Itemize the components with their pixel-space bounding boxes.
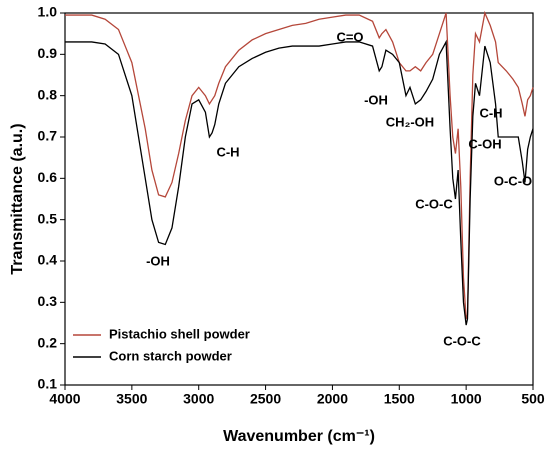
line-series <box>65 10 534 320</box>
annotation: C-O-C <box>415 196 453 211</box>
y-tick-label: 0.4 <box>38 252 58 268</box>
y-tick-label: 0.1 <box>38 376 58 392</box>
annotation: C-O-C <box>443 333 481 348</box>
y-tick-label: 1.0 <box>38 4 58 20</box>
annotation: O-C-O <box>494 173 532 188</box>
x-tick-label: 500 <box>521 391 545 407</box>
legend-label: Pistachio shell powder <box>109 326 250 341</box>
annotation: -OH <box>146 253 170 268</box>
y-tick-label: 0.8 <box>38 86 58 102</box>
x-tick-label: 2500 <box>250 391 281 407</box>
y-tick-label: 0.3 <box>38 293 58 309</box>
y-tick-label: 0.5 <box>38 210 58 226</box>
legend-label: Corn starch powder <box>109 348 232 363</box>
x-axis-title: Wavenumber (cm⁻¹) <box>223 428 375 445</box>
x-tick-label: 4000 <box>49 391 80 407</box>
x-tick-label: 1000 <box>451 391 482 407</box>
annotation: C=O <box>336 29 363 44</box>
x-tick-label: 2000 <box>317 391 348 407</box>
y-tick-label: 0.7 <box>38 128 58 144</box>
line-series <box>65 39 534 326</box>
annotation: CH₂-OH <box>386 114 434 129</box>
y-tick-label: 0.2 <box>38 334 58 350</box>
x-tick-label: 3500 <box>116 391 147 407</box>
annotation: C-H <box>479 105 502 120</box>
annotation: C-OH <box>468 136 501 151</box>
x-tick-label: 1500 <box>384 391 415 407</box>
y-axis-title: Transmittance (a.u.) <box>9 123 26 274</box>
x-tick-label: 3000 <box>183 391 214 407</box>
y-tick-label: 0.9 <box>38 45 58 61</box>
annotation: -OH <box>364 92 388 107</box>
y-tick-label: 0.6 <box>38 169 58 185</box>
annotation: C-H <box>216 144 239 159</box>
plot-frame <box>64 12 534 386</box>
